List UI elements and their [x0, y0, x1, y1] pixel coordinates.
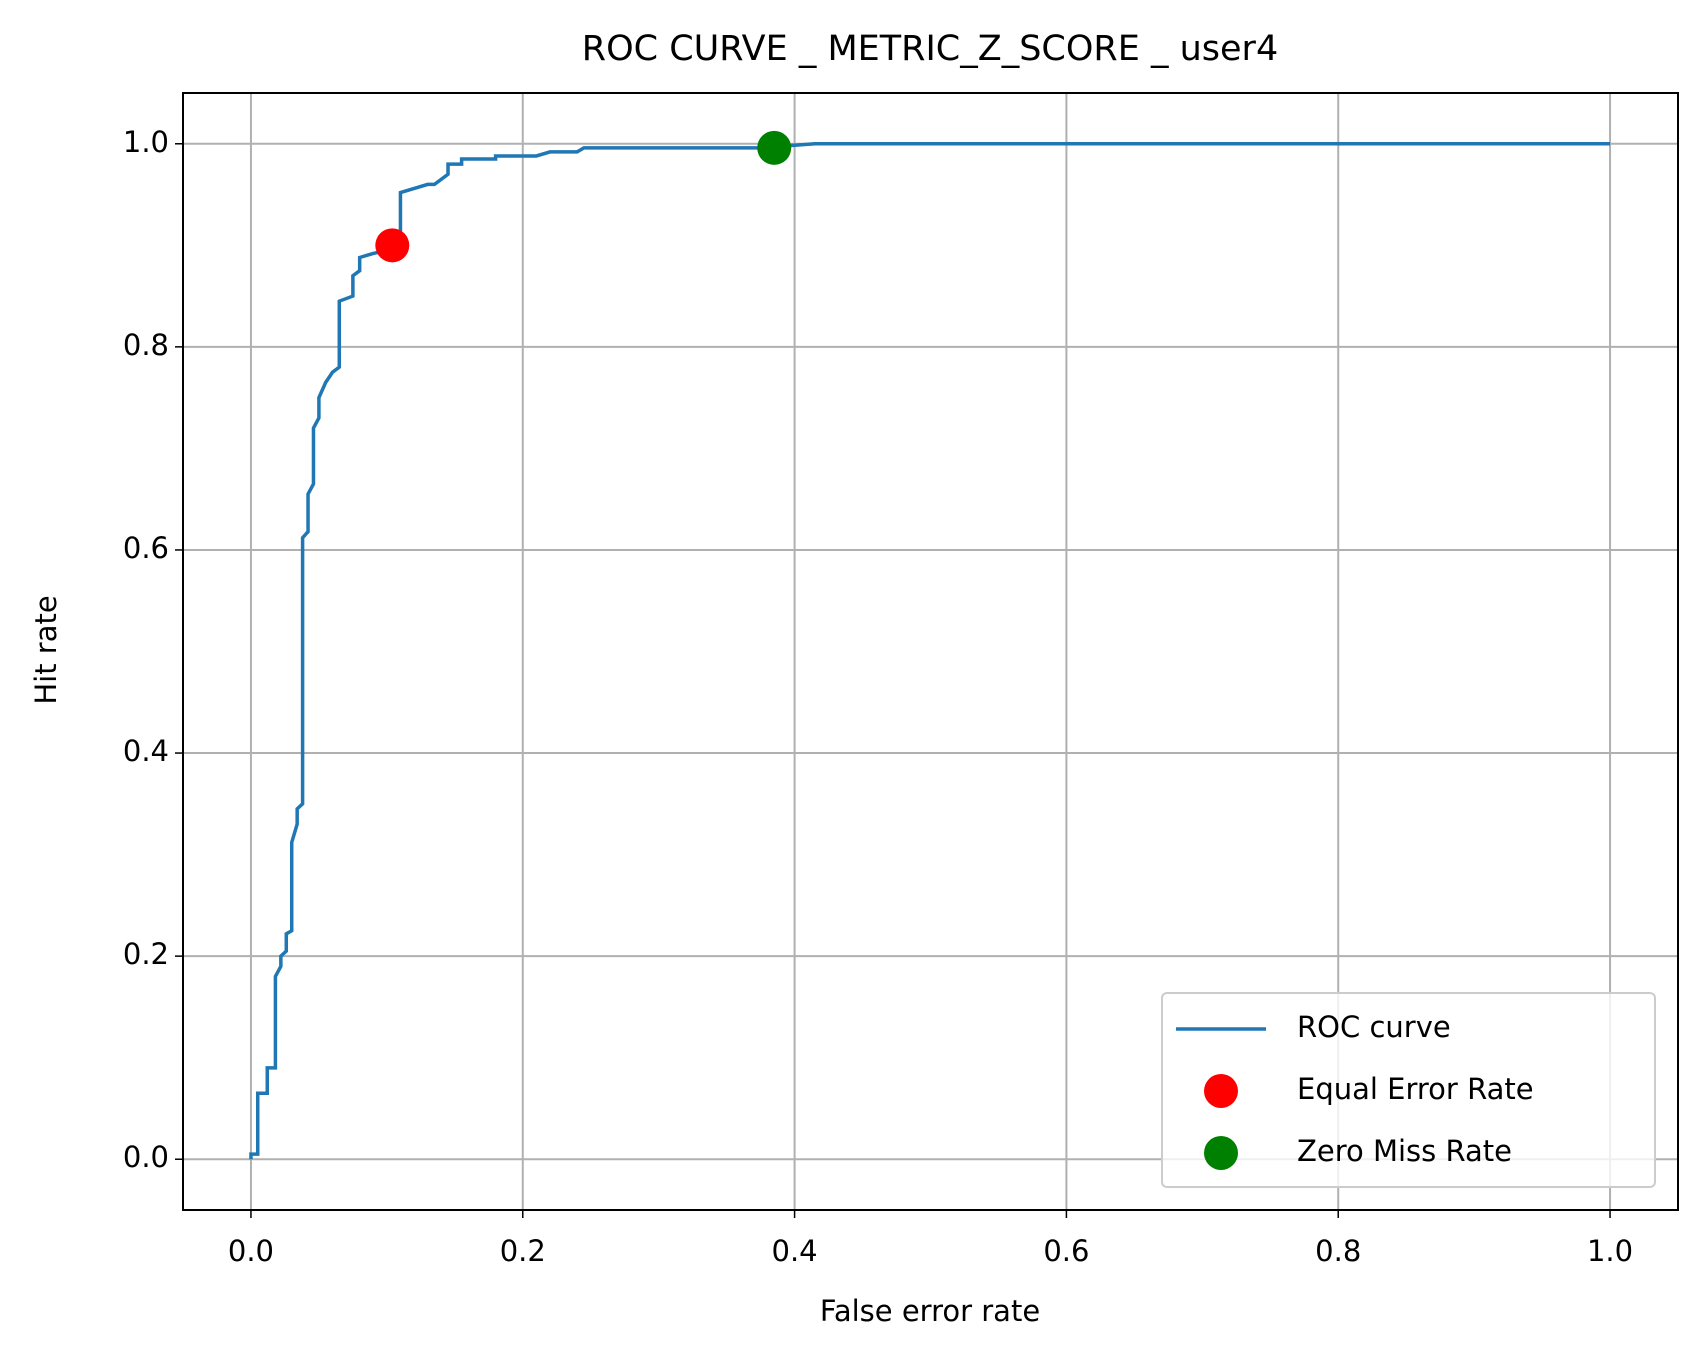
marker [757, 130, 792, 165]
y-axis-label: Hit rate [29, 595, 63, 704]
y-tick-label: 0.8 [123, 328, 169, 362]
marker [375, 228, 410, 263]
legend-marker [1204, 1074, 1238, 1108]
legend-marker [1204, 1136, 1238, 1170]
roc-line [249, 142, 1611, 1160]
legend-box [1161, 992, 1656, 1188]
legend-label: Equal Error Rate [1297, 1072, 1534, 1106]
x-tick-label: 1.0 [1587, 1234, 1633, 1268]
x-tick-label: 0.6 [1043, 1234, 1089, 1268]
x-axis-label: False error rate [820, 1294, 1040, 1328]
y-tick-label: 0.2 [123, 937, 169, 971]
plot-frame [182, 92, 1679, 1211]
y-tick-label: 0.4 [123, 734, 169, 768]
y-tick-label: 1.0 [123, 125, 169, 159]
y-tick-label: 0.0 [123, 1140, 169, 1174]
x-tick-label: 0.4 [772, 1234, 818, 1268]
y-tick-label: 0.6 [123, 531, 169, 565]
x-tick-label: 0.0 [228, 1234, 274, 1268]
legend-label: ROC curve [1297, 1010, 1451, 1044]
x-tick-label: 0.8 [1315, 1234, 1361, 1268]
x-tick-label: 0.2 [500, 1234, 546, 1268]
chart-title: ROC CURVE _ METRIC_Z_SCORE _ user4 [582, 29, 1278, 69]
legend-label: Zero Miss Rate [1297, 1134, 1512, 1168]
